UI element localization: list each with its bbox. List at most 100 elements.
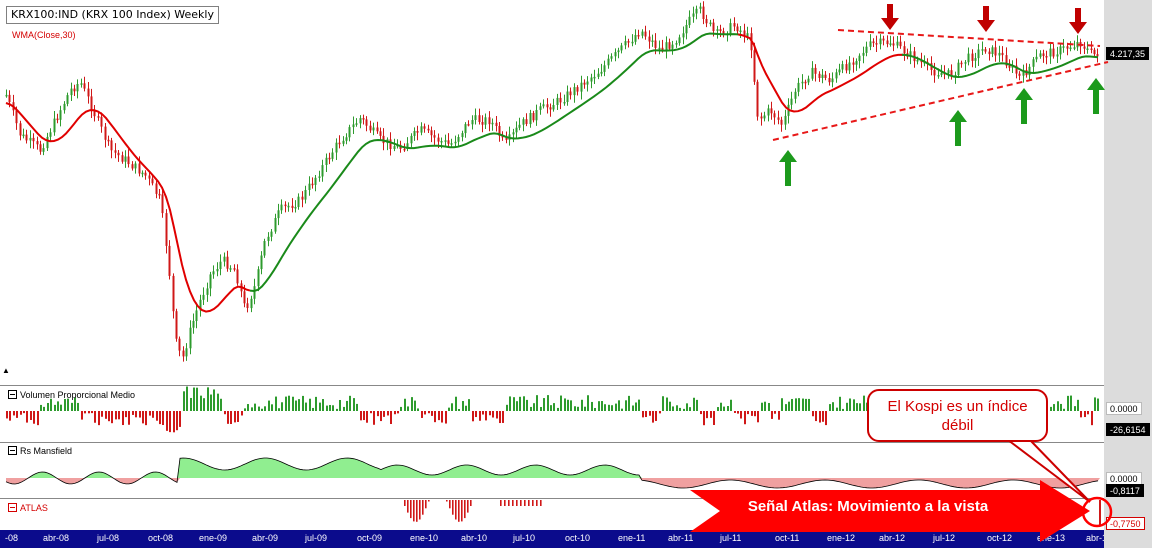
- candle-body: [872, 41, 875, 44]
- candle-body: [831, 78, 834, 83]
- volume-bar-up: [458, 408, 460, 411]
- volume-bar-up: [601, 401, 603, 411]
- candle-body: [552, 105, 555, 110]
- volume-bar-up: [720, 402, 722, 411]
- candle-body: [1049, 48, 1052, 57]
- candle-body: [620, 45, 623, 51]
- volume-bar-down: [710, 411, 712, 418]
- candle-body: [549, 107, 552, 110]
- volume-pane-title[interactable]: Volumen Proporcional Medio: [8, 389, 135, 401]
- candle-body: [311, 183, 314, 186]
- date-tick-label: jul-08: [97, 533, 120, 543]
- candle-body: [586, 81, 589, 85]
- price-axis[interactable]: [1104, 0, 1152, 530]
- mansfield-value-tag: -0,8117: [1106, 484, 1144, 497]
- date-tick-label: -08: [5, 533, 19, 543]
- candle-body: [46, 136, 49, 149]
- candle-body: [53, 118, 56, 133]
- volume-bar-up: [57, 401, 59, 411]
- atlas-bar: [504, 500, 506, 506]
- volume-bar-up: [666, 397, 668, 411]
- volume-bar-up: [468, 399, 470, 411]
- candle-body: [542, 104, 545, 107]
- collapse-toggle-icon[interactable]: [8, 503, 17, 512]
- candle-body: [80, 83, 83, 85]
- chart-title[interactable]: KRX100:IND (KRX 100 Index) Weekly: [6, 6, 219, 24]
- candle-body: [648, 36, 651, 42]
- candle-body: [1090, 48, 1093, 50]
- candle-body: [610, 56, 613, 59]
- volume-bar-down: [499, 411, 501, 424]
- volume-bar-up: [598, 401, 600, 411]
- volume-bar-down: [101, 411, 103, 417]
- volume-bar-down: [159, 411, 161, 425]
- volume-bar-up: [625, 400, 627, 411]
- volume-bar-down: [13, 411, 15, 416]
- candle-body: [1076, 42, 1079, 48]
- volume-bar-up: [730, 399, 732, 411]
- candle-body: [284, 204, 287, 207]
- volume-bar-up: [207, 387, 209, 411]
- wma-indicator-label[interactable]: WMA(Close,30): [12, 30, 76, 40]
- callout-text: El Kospi es un índice débil: [887, 397, 1028, 434]
- candle-body: [940, 72, 943, 75]
- volume-bar-up: [298, 399, 300, 411]
- candle-body: [93, 110, 96, 117]
- volume-bar-up: [676, 405, 678, 411]
- candle-body: [461, 133, 464, 138]
- volume-bar-down: [6, 411, 8, 419]
- candle-body: [1005, 55, 1008, 66]
- candle-body: [964, 62, 967, 64]
- volume-bar-up: [71, 402, 73, 411]
- collapse-toggle-icon[interactable]: [8, 390, 17, 399]
- mansfield-pane-title[interactable]: Rs Mansfield: [8, 445, 72, 457]
- volume-bar-down: [128, 411, 130, 425]
- date-tick-label: ene-11: [618, 533, 646, 543]
- date-axis[interactable]: -08 abr-08 jul-08 oct-08 ene-09 abr-09 jul-09 o…: [0, 530, 1112, 548]
- candle-body: [603, 65, 606, 72]
- candle-body: [753, 50, 756, 82]
- volume-bar-up: [417, 408, 419, 411]
- atlas-bar: [407, 500, 409, 513]
- atlas-bar: [446, 500, 448, 502]
- atlas-pane-title[interactable]: ATLAS: [8, 502, 48, 514]
- volume-bar-up: [618, 400, 620, 411]
- volume-bar-up: [285, 396, 287, 411]
- candle-body: [410, 135, 413, 144]
- pane-divider[interactable]: [0, 442, 1104, 443]
- candle-body: [573, 87, 576, 96]
- candle-body: [178, 338, 181, 351]
- callout-tail: [1007, 439, 1091, 503]
- volume-bar-down: [1091, 411, 1093, 426]
- arrow-down-icon: [881, 4, 899, 30]
- pane-divider[interactable]: [0, 498, 1104, 499]
- volume-bar-up: [244, 408, 246, 411]
- date-tick-label: jul-12: [933, 533, 956, 543]
- pane-divider[interactable]: [0, 385, 1104, 386]
- candle-body: [896, 41, 899, 46]
- volume-bar-down: [424, 411, 426, 415]
- volume-bar-up: [411, 397, 413, 411]
- volume-bar-down: [224, 411, 226, 415]
- volume-bar-up: [536, 395, 538, 411]
- candle-body: [804, 81, 807, 84]
- date-tick-label: oct-10: [565, 533, 591, 543]
- atlas-bar: [464, 500, 466, 519]
- candle-body: [124, 156, 127, 162]
- collapse-toggle-icon[interactable]: [8, 446, 17, 455]
- candle-body: [478, 115, 481, 122]
- volume-bar-down: [394, 411, 396, 415]
- volume-bar-down: [118, 411, 120, 420]
- price-pane[interactable]: KRX100:IND (KRX 100 Index) Weekly WMA(Cl…: [0, 0, 1152, 385]
- candle-body: [529, 113, 532, 125]
- candle-body: [36, 141, 39, 145]
- volume-bar-down: [744, 411, 746, 425]
- candle-body: [121, 155, 124, 162]
- volume-bar-up: [604, 404, 606, 411]
- candle-body: [1028, 66, 1031, 76]
- candle-body: [1015, 65, 1018, 74]
- volume-bar-up: [516, 401, 518, 411]
- pane-collapse-icon[interactable]: ▲: [2, 366, 10, 375]
- volume-bar-up: [808, 398, 810, 411]
- candle-body: [556, 97, 559, 105]
